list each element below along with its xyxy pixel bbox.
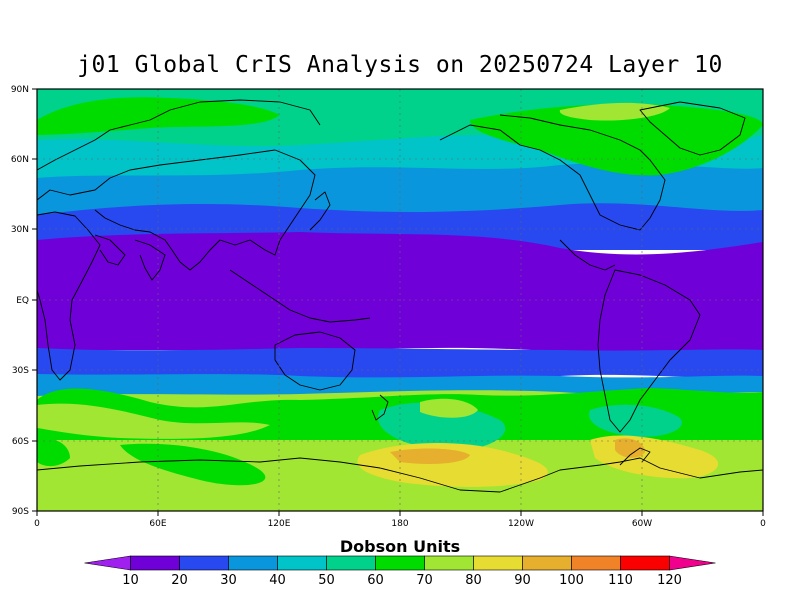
coastline-australia: [274, 331, 356, 391]
coastline-antarctic-peninsula: [619, 447, 651, 466]
colorbar-tick-label: 50: [318, 573, 335, 588]
colorbar: 10 20 30 40 50 60 70 80 90 100 110 120: [84, 555, 716, 588]
colorbar-swatch: [473, 555, 523, 571]
lat-label-60s: 60S: [12, 437, 29, 447]
patch-south-teal-2: [589, 404, 682, 437]
colorbar-tick-label: 100: [559, 573, 584, 588]
colorbar-tick-label: 120: [657, 573, 682, 588]
lon-label-0-left: 0: [34, 519, 40, 529]
colorbar-tick-label: 30: [220, 573, 237, 588]
colorbar-swatch: [620, 555, 670, 571]
lon-label-60w: 60W: [632, 519, 652, 529]
patch-south-yellowgreen-2: [37, 403, 270, 439]
lon-label-60e: 60E: [149, 519, 166, 529]
colorbar-arrow-low: [84, 555, 131, 571]
coastline-africa: [37, 211, 101, 381]
lon-label-180: 180: [391, 519, 408, 529]
colorbar-tick-label: 10: [122, 573, 139, 588]
lat-label-30s: 30S: [12, 366, 29, 376]
coastline-north-america: [439, 114, 666, 231]
lon-label-120w: 120W: [508, 519, 534, 529]
lon-labels: 0 60E 120E 180 120W 60W 0: [34, 519, 766, 529]
coastline-europe: [37, 99, 321, 171]
patch-antarctic-orange: [390, 448, 470, 464]
colorbar-tick-label: 110: [608, 573, 633, 588]
lat-label-60n: 60N: [11, 155, 29, 165]
lat-label-90n: 90N: [11, 85, 29, 95]
colorbar-swatch: [130, 555, 180, 571]
coastline-japan: [309, 191, 331, 231]
coastline-greenland: [639, 101, 746, 156]
map-title: j01 Global CrIS Analysis on 20250724 Lay…: [77, 52, 723, 78]
coastline-eurasia: [37, 149, 316, 271]
colorbar-swatch: [179, 555, 229, 571]
lat-label-30n: 30N: [11, 225, 29, 235]
coastline-central-america: [559, 239, 616, 271]
lon-label-0-right: 0: [760, 519, 766, 529]
lon-ticks: [36, 511, 764, 516]
coastline-new-zealand: [371, 394, 389, 421]
patch-south-green-lower: [120, 443, 266, 486]
colorbar-tick-label: 80: [465, 573, 482, 588]
colorbar-tick-label: 40: [269, 573, 286, 588]
coastline-arabia: [94, 234, 126, 266]
colorbar-title: Dobson Units: [340, 537, 460, 556]
colorbar-tick-label: 20: [171, 573, 188, 588]
lat-ticks: [32, 88, 37, 512]
coastline-se-asia: [229, 269, 371, 323]
coastlines: [37, 99, 763, 493]
colorbar-arrow-high: [669, 555, 716, 571]
patch-antarctic-orange-2: [615, 438, 645, 458]
colorbar-swatch: [571, 555, 621, 571]
coastline-antarctica: [37, 457, 763, 493]
patch-north-green-2: [470, 104, 763, 176]
colorbar-tick-label: 90: [514, 573, 531, 588]
colorbar-swatch: [522, 555, 572, 571]
lat-labels: 90N 60N 30N EQ 30S 60S 90S: [11, 85, 29, 517]
colorbar-swatch: [424, 555, 474, 571]
patch-north-yellowgreen: [559, 102, 670, 121]
colorbar-tick-label: 70: [416, 573, 433, 588]
patch-south-teal: [378, 402, 506, 451]
colorbar-swatch: [277, 555, 327, 571]
lon-label-120e: 120E: [268, 519, 291, 529]
colorbar-swatch: [326, 555, 376, 571]
colorbar-swatch: [375, 555, 425, 571]
colorbar-swatch: [228, 555, 278, 571]
colorbar-tick-label: 60: [367, 573, 384, 588]
coastline-south-america: [597, 269, 701, 433]
lat-label-90s: 90S: [12, 507, 29, 517]
patch-south-yellowgreen: [420, 398, 478, 418]
grid-lines: [37, 89, 763, 511]
lat-label-eq: EQ: [16, 296, 29, 306]
coastline-india: [134, 239, 166, 281]
patch-south-green-lower-2: [37, 438, 70, 467]
